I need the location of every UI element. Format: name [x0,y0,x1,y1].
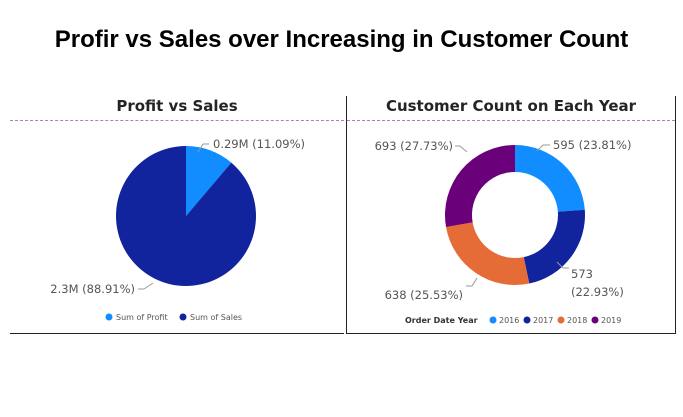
leader-line-sales [143,282,154,290]
slice-label-profit: 0.29M (11.09%) [213,137,305,151]
legend-label-2017[interactable]: 2017 [533,316,553,325]
pie-slice-sum-of-profit[interactable] [186,146,232,216]
legend-title: Order Date Year [405,316,478,325]
slice-label-2018: 638 (25.53%) [385,288,463,302]
leader-line-2019 [459,145,468,153]
leader-line-2016 [536,144,544,152]
slice-label-2019: 693 (27.73%) [375,139,453,153]
profit-vs-sales-panel[interactable]: Profit vs Sales 0.29M (11.09%) 2.3M (88.… [10,96,344,334]
legend-swatch-2016 [489,316,497,324]
slice-label-2017-value: 573 [571,267,593,281]
slice-label-2017-pct: (22.93%) [571,285,624,299]
pie-slice-sum-of-sales[interactable] [115,146,256,286]
leader-line-2017 [556,261,564,269]
pie-chart-title: Profit vs Sales [116,97,238,115]
slice-label-2016: 595 (23.81%) [553,138,631,152]
legend-swatch-2017 [523,316,531,324]
legend-swatch-sales [179,313,187,321]
donut-slice-2019[interactable] [445,145,515,227]
legend-label-2019[interactable]: 2019 [601,316,621,325]
donut-chart-title: Customer Count on Each Year [385,97,637,115]
title-divider [10,120,344,121]
legend-label-sales[interactable]: Sum of Sales [190,313,242,322]
page-title: Profir vs Sales over Increasing in Custo… [54,26,629,53]
donut-slice-2018[interactable] [446,222,530,285]
legend-swatch-profit [105,313,113,321]
donut-slice-2017[interactable] [523,209,585,284]
legend-label-2018[interactable]: 2018 [567,316,587,325]
legend-label-profit[interactable]: Sum of Profit [116,313,168,322]
legend-label-2016[interactable]: 2016 [499,316,519,325]
leader-line-profit [197,143,204,153]
pie-chart[interactable]: 0.29M (11.09%) 2.3M (88.91%) Sum of Prof… [10,96,344,333]
legend-swatch-2019 [591,316,599,324]
title-divider [347,120,675,121]
donut-chart[interactable]: 595 (23.81%) 573 (22.93%) 638 (25.53%) 6… [347,96,675,333]
donut-slice-2016[interactable] [515,145,585,212]
leader-line-2018 [471,277,478,287]
legend-swatch-2018 [557,316,565,324]
slice-label-sales: 2.3M (88.91%) [50,282,135,296]
customer-count-panel[interactable]: Customer Count on Each Year 595 (23.81%)… [346,96,676,334]
